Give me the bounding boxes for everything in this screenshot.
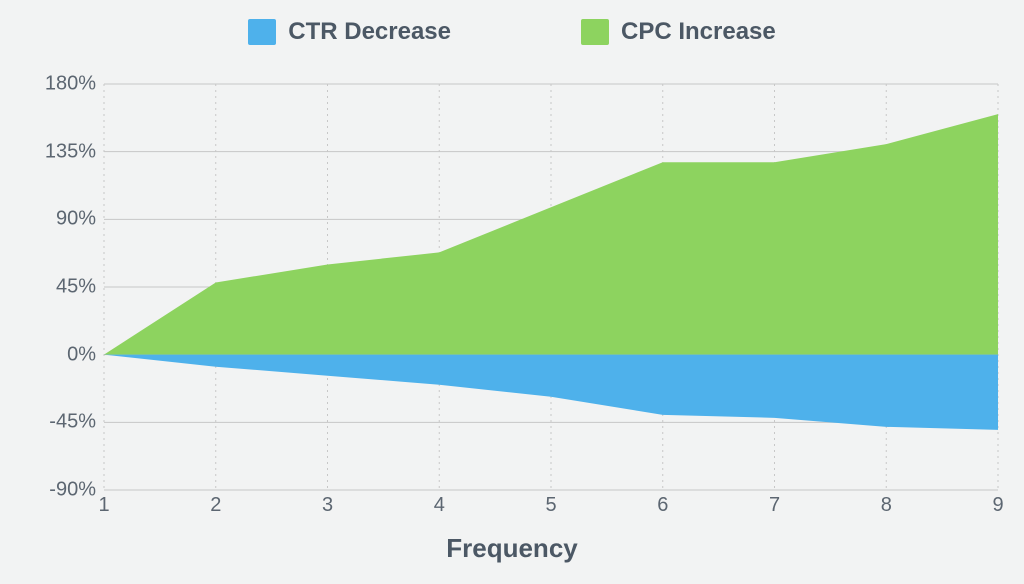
- y-tick-label: 135%: [45, 140, 96, 163]
- y-tick-label: 0%: [67, 343, 96, 366]
- y-tick-label: 45%: [56, 276, 96, 299]
- x-tick-label: 1: [98, 494, 109, 517]
- x-axis-title: Frequency: [0, 533, 1024, 564]
- legend-label-ctr: CTR Decrease: [288, 18, 451, 46]
- legend: CTR Decrease CPC Increase: [0, 18, 1024, 46]
- x-tick-label: 3: [322, 494, 333, 517]
- legend-item-ctr: CTR Decrease: [248, 18, 451, 46]
- legend-swatch-ctr: [248, 19, 276, 45]
- y-axis-labels: -90%-45%0%45%90%135%180%: [34, 84, 96, 490]
- y-tick-label: 180%: [45, 73, 96, 96]
- y-tick-label: -90%: [49, 479, 96, 502]
- legend-label-cpc: CPC Increase: [621, 18, 776, 46]
- x-tick-label: 8: [881, 494, 892, 517]
- x-tick-label: 5: [545, 494, 556, 517]
- area-chart: CTR Decrease CPC Increase -90% -45% 0% 45% 9…: [0, 0, 1024, 584]
- x-tick-label: 4: [434, 494, 445, 517]
- x-tick-label: 7: [769, 494, 780, 517]
- plot-area: [104, 84, 998, 490]
- legend-item-cpc: CPC Increase: [581, 18, 776, 46]
- x-tick-label: 2: [210, 494, 221, 517]
- y-tick-label: -45%: [49, 411, 96, 434]
- x-tick-label: 9: [992, 494, 1003, 517]
- plot-svg: [104, 84, 998, 490]
- y-tick-label: 90%: [56, 208, 96, 231]
- x-tick-label: 6: [657, 494, 668, 517]
- legend-swatch-cpc: [581, 19, 609, 45]
- area-ctr: [104, 355, 998, 430]
- x-axis-labels: 123456789: [104, 494, 998, 522]
